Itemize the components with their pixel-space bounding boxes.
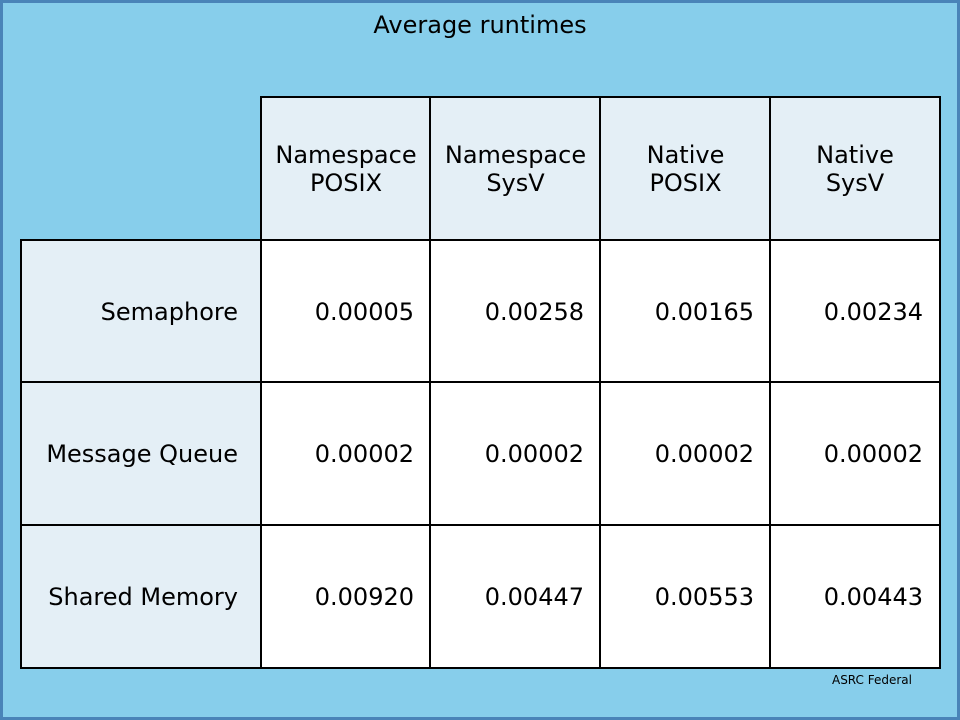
col-header-line1: Native (816, 141, 894, 169)
table-cell: 0.00447 (429, 524, 602, 669)
table-cell: 0.00920 (260, 524, 432, 669)
row-header-message-queue: Message Queue (20, 381, 263, 527)
row-header-semaphore: Semaphore (20, 239, 263, 384)
table-cell: 0.00234 (769, 239, 941, 384)
table-cell: 0.00165 (599, 239, 772, 384)
col-header-line1: Native (646, 141, 725, 169)
col-header-line1: Namespace (444, 141, 587, 169)
col-header-native-sysv: Native SysV (769, 96, 941, 242)
table-cell: 0.00443 (769, 524, 941, 669)
row-header-shared-memory: Shared Memory (20, 524, 263, 669)
col-header-line2: POSIX (309, 169, 383, 197)
table-cell: 0.00258 (429, 239, 602, 384)
col-header-line2: SysV (825, 169, 885, 197)
table-cell: 0.00002 (429, 381, 602, 527)
col-header-line1: Namespace (275, 141, 417, 169)
table-cell: 0.00553 (599, 524, 772, 669)
col-header-line2: POSIX (649, 169, 722, 197)
col-header-native-posix: Native POSIX (599, 96, 772, 242)
footer-company: ASRC Federal (831, 673, 912, 687)
col-header-namespace-posix: Namespace POSIX (260, 96, 432, 242)
table-cell: 0.00002 (599, 381, 772, 527)
table-cell: 0.00005 (260, 239, 432, 384)
col-header-namespace-sysv: Namespace SysV (429, 96, 602, 242)
col-header-line2: SysV (486, 169, 545, 197)
table-cell: 0.00002 (769, 381, 941, 527)
table-cell: 0.00002 (260, 381, 432, 527)
slide-title: Average runtimes (373, 11, 587, 39)
